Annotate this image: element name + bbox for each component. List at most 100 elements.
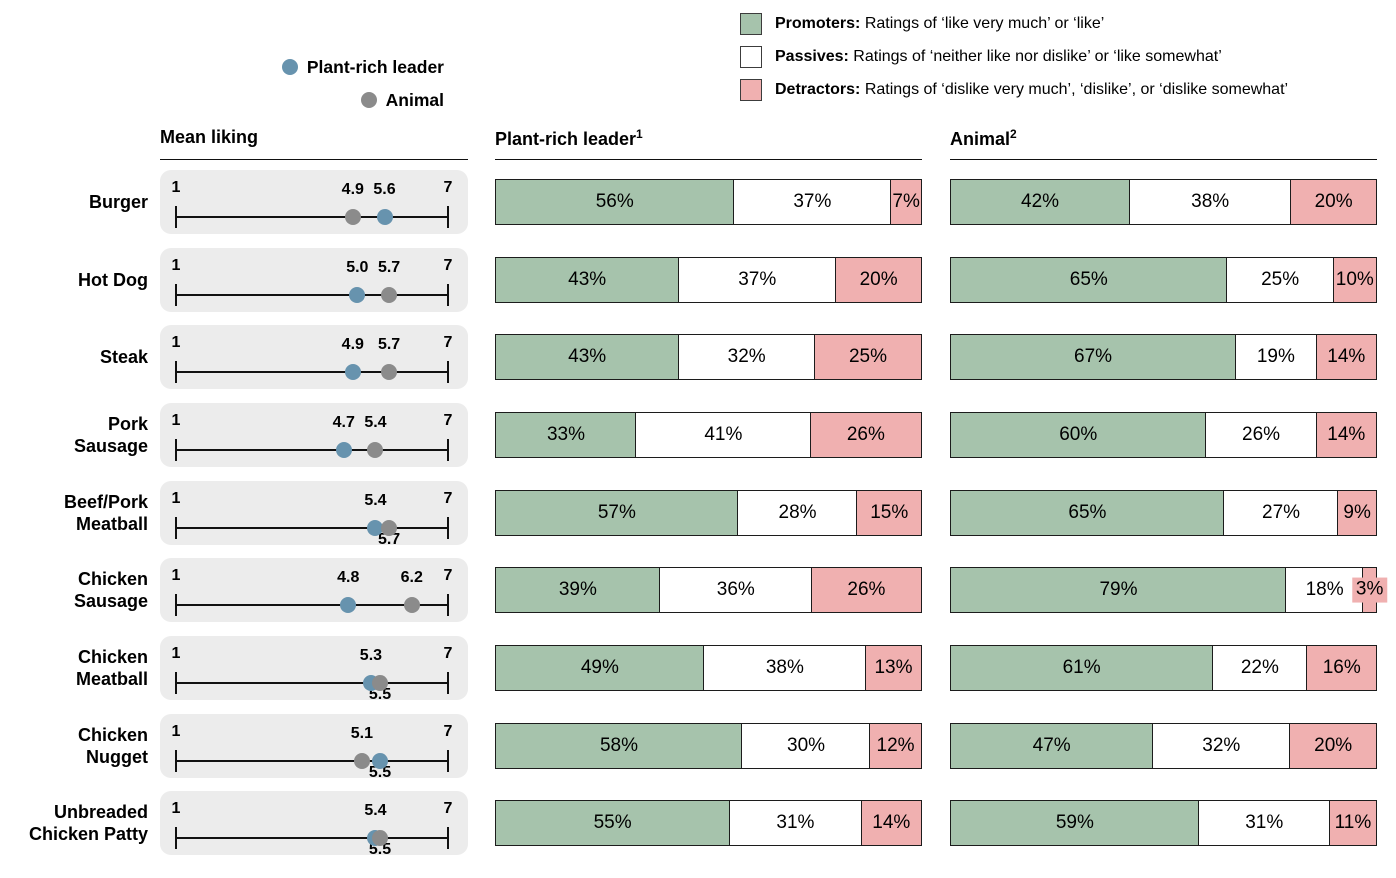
promoters-segment: 47% [950, 722, 1154, 769]
food-label: Chicken Nugget [77, 724, 148, 767]
plant-bar: 33% 41% 26% [495, 411, 922, 458]
animal-bar: 65% 25% 10% [950, 256, 1377, 303]
segment-value: 31% [1245, 812, 1284, 834]
passives-segment: 25% [1226, 256, 1335, 303]
segment-value: 15% [870, 501, 909, 523]
animal-bar: 42% 38% 20% [950, 178, 1377, 225]
animal-bar: 59% 31% 11% [950, 800, 1377, 847]
scale-max-label: 7 [443, 722, 453, 740]
food-label: Chicken Meatball [75, 646, 148, 689]
passives-segment: 31% [1198, 800, 1331, 847]
detractors-segment: 14% [860, 800, 922, 847]
segment-value: 14% [1327, 423, 1366, 445]
chart-row: Pork Sausage 1 7 4.7 5.4 33% 41% 26% 60% 26% 14% [0, 396, 1377, 474]
scale-min-label: 1 [171, 567, 181, 585]
scale-max-label: 7 [443, 567, 453, 585]
plant-mean-value: 4.9 [341, 336, 364, 354]
plant-mean-dot [367, 519, 384, 536]
scale-line [176, 526, 448, 529]
scale-max-label: 7 [443, 178, 453, 196]
animal-mean-dot [381, 364, 398, 381]
scale-tick-right [447, 361, 449, 384]
passives-segment: 32% [1151, 722, 1291, 769]
plant-mean-value: 5.0 [346, 258, 369, 276]
passives-segment: 19% [1234, 334, 1318, 381]
mean-liking-panel: 1 7 5.0 5.7 [160, 247, 468, 312]
mean-liking-panel: 1 7 5.3 5.5 [160, 635, 468, 703]
plant-bar: 39% 36% 26% [495, 567, 922, 614]
scale-line [176, 837, 448, 840]
animal-mean-value: 5.7 [377, 530, 401, 548]
segment-value: 37% [738, 268, 777, 290]
chart-row: Chicken Sausage 1 7 4.8 6.2 39% 36% 26% 79% 18% 3% [0, 551, 1388, 629]
legend-detractors-head: Detractors: [775, 81, 861, 98]
animal-bar: 61% 22% 16% [950, 644, 1377, 691]
scale-tick-right [447, 594, 449, 617]
animal-mean-value: 5.7 [377, 258, 401, 276]
animal-bar: 79% 18% 3% [950, 567, 1388, 614]
segment-value: 32% [1202, 734, 1241, 756]
mean-liking-panel: 1 7 5.4 5.5 [160, 791, 468, 858]
scale-tick-left [175, 827, 177, 850]
animal-mean-value: 5.5 [368, 685, 392, 703]
animal-mean-dot [372, 674, 388, 691]
passives-segment: 38% [703, 644, 867, 691]
animal-mean-dot [381, 286, 398, 303]
scale-tick-right [447, 671, 449, 694]
segment-value: 47% [1032, 734, 1071, 756]
segment-value: 59% [1055, 812, 1094, 834]
scale-max-label: 7 [443, 411, 453, 429]
passives-segment: 36% [659, 567, 813, 614]
segment-value: 14% [872, 812, 911, 834]
segment-value: 9% [1343, 501, 1371, 523]
scale-tick-left [175, 671, 177, 694]
scale-max-label: 7 [443, 644, 453, 662]
segment-value: 38% [1191, 190, 1230, 212]
animal-bar: 47% 32% 20% [950, 722, 1377, 769]
segment-value: 19% [1256, 346, 1295, 368]
food-label: Hot Dog [78, 269, 148, 290]
animal-footnote-marker: 2 [1010, 127, 1017, 141]
segment-value: 65% [1069, 268, 1108, 290]
segment-value: 10% [1335, 268, 1374, 290]
plant-bar: 56% 37% 7% [495, 178, 922, 225]
chart-rows: Burger 1 7 5.6 4.9 56% 37% 7% 42% 38% 20% Hot Dog 1 7… [0, 163, 1388, 862]
plant-mean-dot [340, 597, 357, 614]
passives-segment: 18% [1285, 567, 1364, 614]
legend-detractors-desc: Ratings of ‘dislike very much’, ‘dislike… [864, 81, 1289, 98]
plant-mean-value: 5.5 [368, 763, 392, 781]
passives-segment: 38% [1128, 178, 1292, 225]
detractors-segment: 14% [1315, 334, 1377, 381]
plant-bar: 58% 30% 12% [495, 722, 922, 769]
plant-mean-dot [344, 364, 361, 381]
segment-value: 16% [1322, 656, 1361, 678]
promoters-segment: 57% [495, 489, 739, 536]
scale-min-label: 1 [171, 489, 181, 507]
legend-promoters: Promoters: Ratings of ‘like very much’ o… [740, 13, 1288, 35]
detractors-segment: 3% [1351, 567, 1388, 614]
segment-value: 18% [1305, 579, 1344, 601]
animal-mean-dot [367, 441, 384, 458]
promoters-swatch-icon [740, 13, 762, 35]
passives-segment: 26% [1204, 411, 1318, 458]
detractors-segment: 12% [869, 722, 922, 769]
passives-segment: 41% [635, 411, 812, 458]
segment-value: 43% [568, 346, 607, 368]
promoters-segment: 79% [950, 567, 1287, 614]
promoters-segment: 65% [950, 489, 1225, 536]
detractors-swatch-icon [740, 79, 762, 101]
chart-row: Beef/Pork Meatball 1 7 5.4 5.7 57% 28% 15% 65% 27… [0, 474, 1377, 552]
chart-row: Steak 1 7 4.9 5.7 43% 32% 25% 67% 19% 14% [0, 318, 1377, 396]
segment-value: 26% [1242, 423, 1281, 445]
promoters-segment: 60% [950, 411, 1207, 458]
animal-mean-value: 6.2 [400, 569, 423, 587]
legend-promoters-head: Promoters: [775, 15, 861, 32]
passives-segment: 32% [677, 334, 816, 381]
legend-plant-rich-leader-label: Plant-rich leader [306, 56, 444, 77]
animal-mean-value: 5.1 [350, 724, 373, 742]
plant-mean-value: 4.8 [337, 569, 360, 587]
plant-mean-value: 4.7 [332, 413, 355, 431]
scale-min-label: 1 [171, 800, 181, 818]
plant-rich-leader-header: Plant-rich leader1 [495, 127, 922, 160]
